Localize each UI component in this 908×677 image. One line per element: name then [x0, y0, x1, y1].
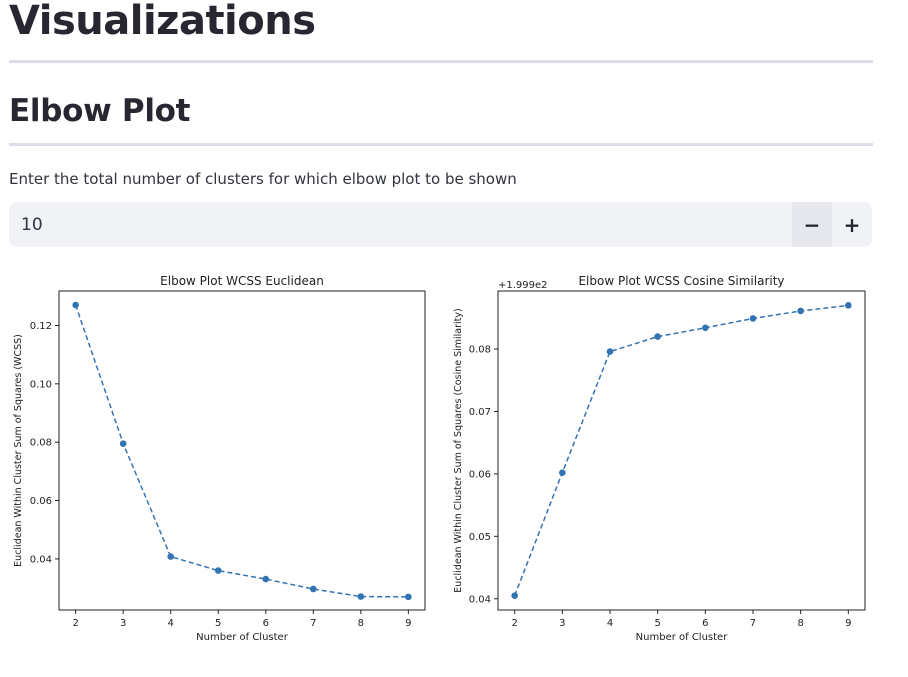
data-point [262, 575, 270, 583]
x-tick-label: 8 [358, 618, 364, 629]
cluster-count-input[interactable] [9, 213, 792, 236]
y-tick-label: 0.08 [469, 345, 491, 356]
data-point [309, 585, 317, 593]
data-point [749, 315, 757, 322]
data-point [119, 440, 127, 447]
y-tick-label: 0.08 [30, 438, 52, 449]
x-axis-label: Number of Cluster [196, 632, 289, 643]
data-point [702, 324, 709, 332]
data-point [845, 302, 852, 309]
x-tick-label: 9 [845, 618, 851, 629]
data-point [511, 592, 518, 599]
data-point [654, 333, 661, 340]
section-title: Elbow Plot [9, 93, 191, 129]
data-point [559, 469, 566, 476]
x-tick-label: 7 [750, 618, 756, 629]
y-offset-label: +1.999e2 [498, 280, 548, 291]
elbow-chart-euclidean-svg: Elbow Plot WCSS Euclidean 2 3 4 5 6 7 8 9 0.04 0.0… [13, 274, 426, 643]
elbow-chart-cosine: Elbow Plot WCSS Cosine Similarity +1.999e… [448, 265, 878, 659]
cluster-count-stepper: − + [9, 202, 872, 247]
x-tick-label: 4 [607, 618, 613, 629]
series-line [74, 304, 409, 598]
elbow-chart-cosine-svg: Elbow Plot WCSS Cosine Similarity +1.999e… [453, 274, 866, 643]
y-tick-label: 0.05 [469, 532, 491, 543]
x-tick-label: 4 [168, 618, 174, 629]
section-divider [9, 143, 873, 146]
data-point [606, 348, 614, 355]
plot-frame [497, 290, 866, 611]
x-tick-label: 5 [215, 618, 221, 629]
y-axis-label: Euclidean Within Cluster Sum of Squares … [453, 308, 464, 592]
y-tick-label: 0.07 [469, 407, 491, 418]
x-tick-label: 2 [511, 618, 517, 629]
data-point [167, 553, 175, 560]
x-tick-label: 6 [263, 618, 269, 629]
y-axis-label: Euclidean Within Cluster Sum of Squares … [13, 334, 24, 567]
data-point [797, 307, 804, 315]
y-tick-label: 0.06 [30, 496, 52, 507]
y-tick-label: 0.04 [30, 554, 52, 565]
data-point [214, 567, 222, 574]
y-tick-label: 0.04 [469, 594, 491, 605]
x-tick-label: 8 [797, 618, 803, 629]
plot-frame [58, 290, 426, 611]
x-tick-label: 6 [702, 618, 708, 629]
data-point [405, 593, 412, 601]
data-point [357, 593, 365, 600]
title-divider [9, 60, 873, 63]
decrement-button[interactable]: − [792, 202, 832, 247]
page-title: Visualizations [9, 0, 316, 44]
x-axis-label: Number of Cluster [636, 632, 729, 643]
data-point [72, 301, 79, 309]
x-tick-label: 3 [120, 618, 126, 629]
x-tick-label: 7 [310, 618, 316, 629]
x-tick-label: 9 [405, 618, 411, 629]
chart-title: Elbow Plot WCSS Cosine Similarity [578, 274, 784, 288]
y-tick-label: 0.12 [30, 321, 52, 332]
x-tick-label: 5 [654, 618, 660, 629]
series-line [514, 304, 849, 596]
x-tick-label: 3 [559, 618, 565, 629]
chart-title: Elbow Plot WCSS Euclidean [160, 274, 324, 288]
increment-button[interactable]: + [843, 212, 861, 237]
y-tick-label: 0.06 [469, 469, 491, 480]
y-tick-label: 0.10 [30, 379, 52, 390]
x-tick-label: 2 [72, 618, 78, 629]
elbow-chart-euclidean: Elbow Plot WCSS Euclidean 2 3 4 5 6 7 8 9 0.04 0.0… [8, 265, 438, 659]
cluster-count-label: Enter the total number of clusters for w… [9, 170, 517, 188]
